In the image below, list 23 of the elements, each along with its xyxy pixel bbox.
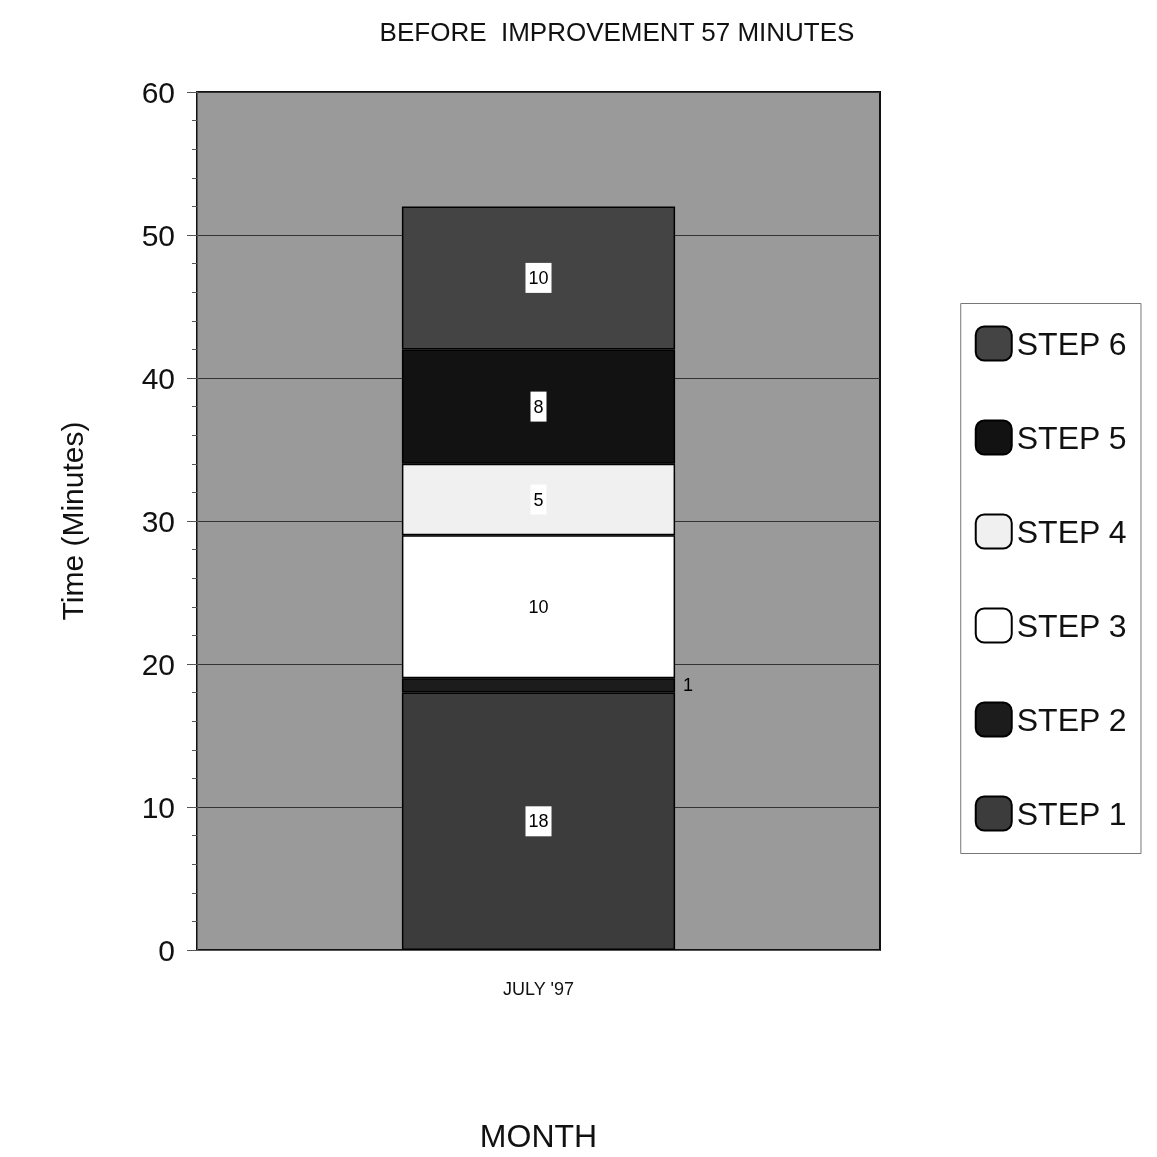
y-tick-label: 60	[141, 75, 175, 109]
y-tick-label: 40	[141, 361, 175, 395]
y-tick-label: 10	[141, 790, 175, 824]
legend-label: STEP 6	[1016, 325, 1127, 362]
legend-label: STEP 4	[1016, 513, 1127, 550]
data-label: 1	[683, 675, 694, 696]
y-axis-title: Time (Minutes)	[55, 421, 89, 621]
data-label: 18	[528, 811, 549, 832]
legend-label: STEP 2	[1016, 701, 1127, 738]
legend-label: STEP 3	[1016, 607, 1127, 644]
legend-label: STEP 5	[1016, 419, 1127, 456]
data-label: 10	[528, 596, 549, 617]
x-axis-title: MONTH	[479, 1118, 598, 1154]
y-tick-label: 20	[141, 647, 175, 681]
legend-label: STEP 1	[1016, 795, 1127, 832]
data-label: 5	[533, 489, 544, 510]
y-tick-label: 30	[141, 504, 175, 538]
x-tick-label: JULY '97	[503, 979, 574, 999]
chart-title: BEFORE IMPROVEMENT 57 MINUTES	[379, 17, 855, 47]
data-label: 8	[533, 396, 544, 417]
data-label: 10	[528, 267, 549, 288]
y-tick-label: 50	[141, 218, 175, 252]
y-tick-label: 0	[158, 933, 175, 967]
